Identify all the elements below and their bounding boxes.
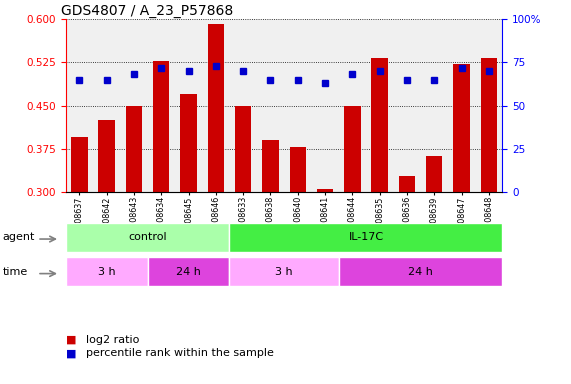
Text: IL-17C: IL-17C (348, 232, 384, 242)
Bar (344, 106, 360, 192)
Bar (453, 64, 470, 192)
Text: 3 h: 3 h (275, 266, 293, 277)
Text: control: control (128, 232, 167, 242)
Bar (98, 120, 115, 192)
Text: 24 h: 24 h (408, 266, 433, 277)
Bar (235, 106, 251, 192)
Bar (126, 106, 142, 192)
Bar (371, 58, 388, 192)
Bar (481, 58, 497, 192)
Bar (317, 189, 333, 192)
Text: log2 ratio: log2 ratio (86, 335, 139, 345)
Bar (147, 257, 230, 286)
Bar (230, 223, 502, 252)
Text: 3 h: 3 h (98, 266, 115, 277)
Bar (426, 156, 443, 192)
Text: GDS4807 / A_23_P57868: GDS4807 / A_23_P57868 (61, 4, 234, 18)
Text: agent: agent (3, 232, 35, 242)
Bar (339, 257, 502, 286)
Bar (262, 140, 279, 192)
Bar (230, 257, 339, 286)
Text: percentile rank within the sample: percentile rank within the sample (86, 348, 274, 358)
Text: 24 h: 24 h (176, 266, 201, 277)
Text: ■: ■ (66, 335, 76, 345)
Bar (399, 176, 415, 192)
Bar (180, 94, 196, 192)
Bar (153, 61, 170, 192)
Bar (66, 223, 230, 252)
Bar (289, 147, 306, 192)
Bar (66, 257, 147, 286)
Bar (71, 137, 87, 192)
Text: time: time (3, 266, 28, 277)
Text: ■: ■ (66, 348, 76, 358)
Bar (208, 24, 224, 192)
